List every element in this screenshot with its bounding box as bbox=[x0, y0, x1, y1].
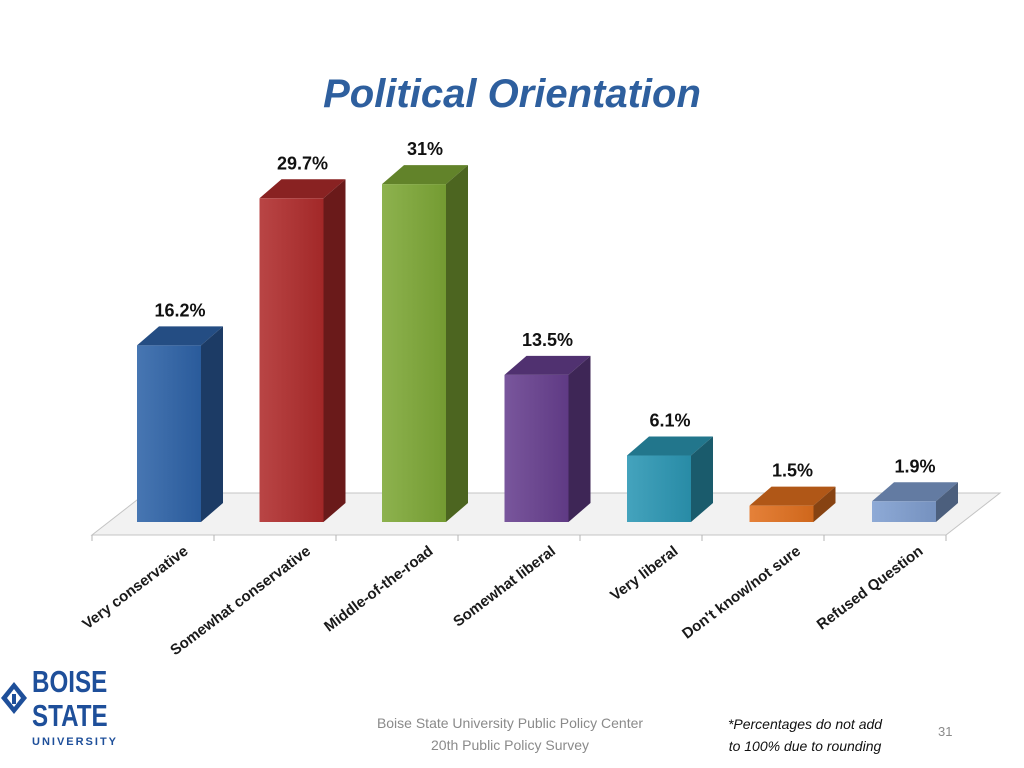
source-caption: Boise State University Public Policy Cen… bbox=[340, 712, 680, 756]
bar-somewhat-liberal bbox=[504, 355, 591, 522]
bar-side-face bbox=[323, 179, 346, 522]
bar-very-liberal bbox=[627, 436, 713, 522]
bar-chart: 16.2% 29.7% 31% 13.5% 6.1% 1.5% 1.9% Very cons… bbox=[79, 139, 1002, 659]
bar-side-face bbox=[691, 436, 713, 522]
bar-front-face bbox=[749, 505, 814, 522]
bar-top-face bbox=[137, 326, 223, 346]
bar-top-face bbox=[259, 179, 346, 199]
bar-top-face bbox=[504, 355, 591, 375]
rounding-note-line-2: to 100% due to rounding bbox=[728, 738, 882, 754]
bar-side-face bbox=[201, 326, 223, 522]
rounding-note-line-1: *Percentages do not add bbox=[727, 716, 883, 732]
bar-front-face bbox=[259, 198, 324, 522]
category-label-somewhat-liberal: Somewhat liberal bbox=[450, 543, 559, 631]
data-label-middle-of-the-road: 31% bbox=[407, 139, 443, 159]
bar-front-face bbox=[627, 455, 691, 522]
data-label-very-liberal: 6.1% bbox=[649, 411, 690, 431]
category-label-refused-question: Refused Question bbox=[814, 543, 927, 634]
chart-title: Political Orientation bbox=[323, 72, 701, 116]
rounding-note: *Percentages do not add to 100% due to r… bbox=[700, 713, 910, 757]
data-label-somewhat-liberal: 13.5% bbox=[522, 330, 573, 350]
bar-refused-question bbox=[872, 482, 958, 522]
bar-side-face bbox=[446, 165, 468, 522]
bar-very-conservative bbox=[137, 326, 223, 522]
source-line-1: Boise State University Public Policy Cen… bbox=[376, 715, 644, 731]
bar-front-face bbox=[504, 374, 569, 522]
category-label-somewhat-conservative: Somewhat conservative bbox=[167, 543, 314, 659]
source-line-2: 20th Public Policy Survey bbox=[431, 737, 589, 753]
category-label-middle-of-the-road: Middle-of-the-road bbox=[321, 543, 436, 636]
bar-somewhat-conservative bbox=[259, 179, 346, 522]
bar-side-face bbox=[568, 355, 591, 522]
bar-top-face bbox=[382, 165, 468, 185]
bar-front-face bbox=[137, 345, 201, 522]
boise-state-logo: BOISE STATE UNIVERSITY bbox=[0, 660, 116, 754]
data-label-don-t-know-not-sure: 1.5% bbox=[772, 461, 813, 481]
logo-word-boise: BOISE bbox=[32, 664, 108, 699]
category-label-very-conservative: Very conservative bbox=[79, 543, 191, 633]
bar-middle-of-the-road bbox=[382, 165, 468, 522]
bar-side-face bbox=[936, 482, 958, 522]
data-label-very-conservative: 16.2% bbox=[154, 300, 205, 320]
bar-side-face bbox=[813, 486, 836, 522]
bar-front-face bbox=[382, 184, 446, 522]
data-label-somewhat-conservative: 29.7% bbox=[277, 153, 328, 173]
bar-front-face bbox=[872, 501, 936, 522]
bar-top-face bbox=[872, 482, 958, 502]
logo-word-state: STATE bbox=[32, 698, 108, 733]
bar-top-face bbox=[627, 436, 713, 456]
bar-don-t-know-not-sure bbox=[749, 486, 836, 522]
data-label-refused-question: 1.9% bbox=[894, 456, 935, 476]
logo-word-university: UNIVERSITY bbox=[32, 736, 119, 748]
category-label-very-liberal: Very liberal bbox=[607, 543, 681, 605]
slide-number: 31 bbox=[938, 724, 953, 739]
logo-diamond-icon bbox=[1, 682, 27, 714]
category-label-don-t-know-not-sure: Don't know/not sure bbox=[679, 543, 804, 643]
bar-top-face bbox=[749, 486, 836, 506]
